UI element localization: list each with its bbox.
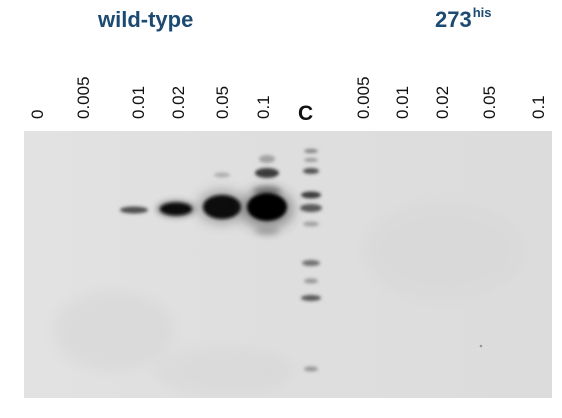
band-wt-0.1: [241, 155, 293, 235]
group-label-wild-type: wild-type: [98, 7, 194, 32]
band-wt-0.01: [120, 206, 148, 214]
western-blot-membrane: [24, 131, 552, 398]
group-label-273his-base: 273: [435, 7, 472, 32]
lane-label-wt-0.1: 0.1: [254, 95, 273, 119]
band-wt-0.02: [156, 200, 196, 218]
band-wt-0.05: [198, 172, 246, 223]
lane-label-wt-0.005: 0.005: [74, 76, 93, 119]
lane-label-wt-0.02: 0.02: [169, 85, 188, 119]
control-lane-bands: [300, 149, 322, 372]
group-label-273his: 273his: [435, 5, 492, 37]
lane-label-mut-0.02: 0.02: [433, 85, 452, 119]
lane-label-wt-0.01: 0.01: [129, 85, 148, 119]
lane-label-mut-0.01: 0.01: [393, 85, 412, 119]
lane-label-wt-0: 0: [28, 109, 47, 119]
lane-label-mut-0.005: 0.005: [354, 76, 373, 119]
lane-label-mut-0.05: 0.05: [480, 85, 499, 119]
membrane-smudges: [54, 201, 524, 396]
lane-label-wt-0.05: 0.05: [213, 85, 232, 119]
group-label-273his-superscript: his: [472, 5, 492, 20]
lane-label-control: C: [298, 102, 314, 125]
lane-label-mut-0.1: 0.1: [529, 95, 548, 119]
membrane-speck: [479, 344, 483, 348]
